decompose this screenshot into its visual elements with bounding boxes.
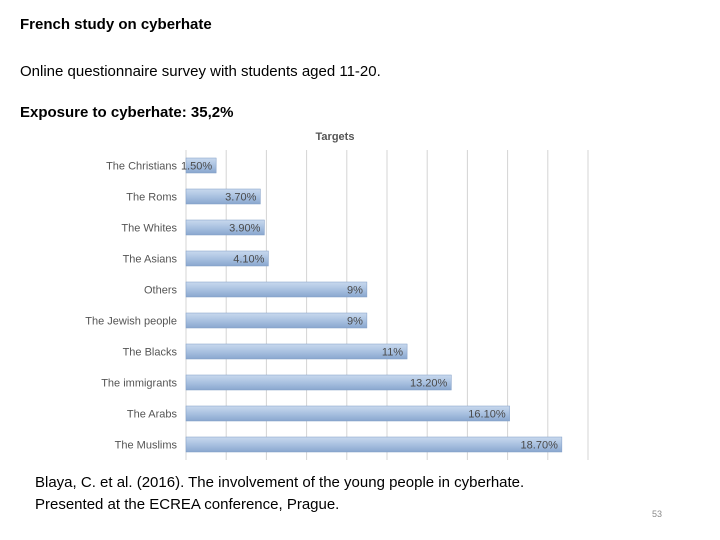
category-label: The Arabs (127, 409, 178, 421)
bar (185, 312, 368, 329)
citation-line-2: Presented at the ECREA conference, Pragu… (35, 496, 340, 513)
chart-bars: The Christians 1.50% The Roms 3.70% The Whit… (85, 157, 563, 453)
slide-description: Online questionnaire survey with student… (20, 63, 381, 80)
bar (185, 157, 217, 174)
bar (185, 374, 452, 391)
chart-title: Targets (316, 131, 355, 143)
data-label: 9% (347, 285, 363, 297)
bar (185, 219, 265, 236)
data-label: 16.10% (468, 409, 506, 421)
data-label: 3.90% (229, 223, 260, 235)
bar (185, 343, 408, 360)
data-label: 9% (347, 316, 363, 328)
category-label: The immigrants (101, 378, 177, 390)
category-label: The Muslims (115, 440, 178, 452)
bar (185, 250, 269, 267)
category-label: Others (144, 285, 178, 297)
exposure-statistic: Exposure to cyberhate: 35,2% (20, 104, 234, 121)
bar (185, 436, 563, 453)
data-label: 13.20% (410, 378, 448, 390)
bar (185, 188, 261, 205)
category-label: The Christians (106, 161, 177, 173)
data-label: 1.50% (181, 161, 212, 173)
category-label: The Asians (123, 254, 178, 266)
citation-line-1: Blaya, C. et al. (2016). The involvement… (35, 474, 525, 491)
slide-title: French study on cyberhate (20, 16, 212, 33)
category-label: The Roms (126, 192, 177, 204)
citation: Blaya, C. et al. (2016). The involvement… (35, 472, 524, 516)
bar (185, 405, 510, 422)
category-label: The Whites (121, 223, 177, 235)
bar (185, 281, 368, 298)
category-label: The Jewish people (85, 316, 177, 328)
data-label: 4.10% (233, 254, 264, 266)
category-label: The Blacks (123, 347, 178, 359)
slide-number: 53 (652, 509, 663, 519)
data-label: 11% (382, 347, 403, 359)
data-label: 18.70% (521, 440, 559, 452)
data-label: 3.70% (225, 192, 256, 204)
